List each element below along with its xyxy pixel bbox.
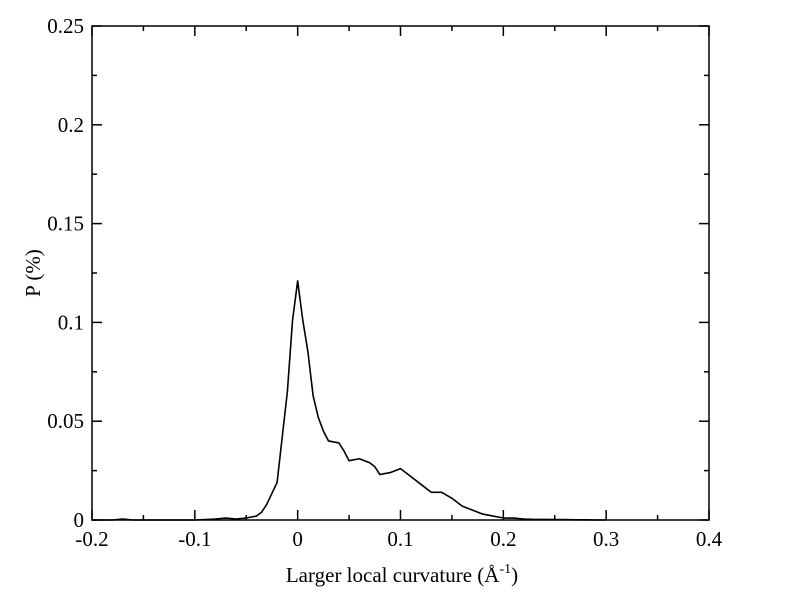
x-tick-label: 0	[292, 527, 303, 551]
plot-frame	[91, 25, 710, 521]
y-tick-label: 0.1	[58, 310, 84, 334]
y-tick-label: 0	[74, 508, 85, 532]
x-tick-label: 0.2	[490, 527, 516, 551]
y-axis-title: P (%)	[21, 249, 45, 297]
x-tick-label: 0.1	[387, 527, 413, 551]
x-tick-label: -0.1	[178, 527, 211, 551]
axis-ticks	[91, 25, 710, 521]
x-tick-label: 0.3	[593, 527, 619, 551]
y-tick-label: 0.05	[47, 409, 84, 433]
series-line	[92, 280, 607, 521]
x-tick-label: 0.4	[696, 527, 723, 551]
x-tick-label: -0.2	[75, 527, 108, 551]
y-tick-label: 0.2	[58, 113, 84, 137]
y-tick-label: 0.15	[47, 212, 84, 236]
y-tick-labels: 0 0.05 0.1 0.15 0.2 0.25	[47, 14, 84, 532]
x-axis-title: Larger local curvature (Å-1)	[286, 562, 518, 587]
x-tick-labels: -0.2 -0.1 0 0.1 0.2 0.3 0.4	[75, 527, 722, 551]
y-tick-label: 0.25	[47, 14, 84, 38]
